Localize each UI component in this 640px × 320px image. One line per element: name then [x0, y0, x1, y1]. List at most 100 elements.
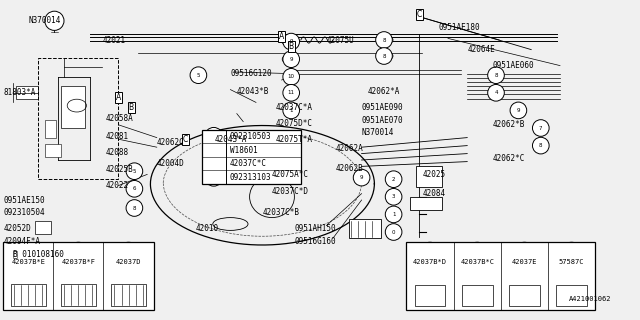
Ellipse shape [205, 155, 223, 172]
Ellipse shape [205, 127, 223, 145]
Text: 1: 1 [26, 248, 30, 253]
Ellipse shape [20, 242, 36, 259]
Ellipse shape [283, 33, 300, 50]
Ellipse shape [126, 180, 143, 197]
Text: C: C [183, 135, 188, 144]
FancyBboxPatch shape [45, 120, 56, 138]
FancyBboxPatch shape [3, 242, 154, 310]
Ellipse shape [190, 67, 207, 84]
FancyBboxPatch shape [349, 219, 381, 238]
Text: 42037C*B: 42037C*B [262, 208, 300, 217]
Ellipse shape [532, 120, 549, 136]
Text: A: A [279, 32, 284, 41]
Ellipse shape [283, 68, 300, 85]
FancyBboxPatch shape [61, 284, 96, 306]
Text: 42025: 42025 [422, 170, 445, 179]
Text: B: B [289, 42, 294, 51]
Text: 42075T*A: 42075T*A [275, 135, 312, 144]
Text: 9: 9 [212, 148, 216, 153]
FancyBboxPatch shape [16, 86, 38, 99]
Ellipse shape [376, 32, 392, 48]
Text: 11: 11 [211, 175, 217, 180]
Text: 6: 6 [132, 186, 136, 191]
Text: 5: 5 [132, 169, 136, 174]
Text: 0: 0 [392, 229, 396, 235]
Text: 09516G120: 09516G120 [230, 69, 272, 78]
Text: 42021: 42021 [102, 36, 125, 44]
Text: 5: 5 [196, 73, 200, 78]
Ellipse shape [385, 224, 402, 240]
FancyBboxPatch shape [509, 285, 540, 306]
Ellipse shape [510, 102, 527, 119]
Text: 0951AE150: 0951AE150 [3, 196, 45, 204]
Text: 42084: 42084 [422, 189, 445, 198]
Ellipse shape [490, 70, 502, 78]
Text: 57587C: 57587C [559, 260, 584, 265]
Text: 42043*A: 42043*A [214, 135, 247, 144]
Text: 8: 8 [212, 134, 216, 139]
Text: B 010108160: B 010108160 [13, 250, 63, 259]
Text: 42037B*C: 42037B*C [460, 260, 494, 265]
FancyBboxPatch shape [35, 221, 51, 234]
Text: 42022: 42022 [106, 181, 129, 190]
FancyBboxPatch shape [61, 86, 85, 128]
Text: 42052D: 42052D [3, 224, 31, 233]
Text: 42037B*F: 42037B*F [61, 260, 95, 265]
Ellipse shape [381, 36, 393, 44]
Text: 7: 7 [539, 125, 543, 131]
Text: 42062*C: 42062*C [493, 154, 525, 163]
Text: C: C [417, 10, 422, 19]
Text: 9: 9 [289, 57, 293, 62]
Text: 1: 1 [289, 108, 293, 113]
FancyBboxPatch shape [415, 285, 445, 306]
Text: 0951AH150: 0951AH150 [294, 224, 336, 233]
Text: 42037C*A: 42037C*A [275, 103, 312, 112]
Text: 8: 8 [539, 143, 543, 148]
Text: 42075A*C: 42075A*C [272, 170, 309, 179]
Text: 2: 2 [77, 248, 80, 253]
Text: 42025B: 42025B [106, 165, 133, 174]
Ellipse shape [45, 11, 64, 30]
Text: A421001062: A421001062 [569, 296, 611, 302]
Ellipse shape [422, 242, 438, 259]
Text: A: A [116, 93, 121, 102]
Text: 6: 6 [523, 248, 526, 253]
Text: 42058A: 42058A [106, 114, 133, 123]
Text: 092310504: 092310504 [3, 208, 45, 217]
Text: 8: 8 [494, 73, 498, 78]
Ellipse shape [563, 242, 580, 259]
Ellipse shape [283, 51, 300, 68]
Text: 2: 2 [392, 177, 396, 182]
Ellipse shape [385, 188, 402, 205]
FancyBboxPatch shape [45, 144, 61, 157]
Text: 42004D: 42004D [157, 159, 184, 168]
Ellipse shape [205, 141, 223, 159]
Text: 8: 8 [382, 37, 386, 43]
Text: 42062*A: 42062*A [368, 87, 401, 96]
Text: 5: 5 [476, 248, 479, 253]
Ellipse shape [488, 67, 504, 84]
Text: 42043*B: 42043*B [237, 87, 269, 96]
Text: 4: 4 [494, 90, 498, 95]
Text: 42037E: 42037E [511, 260, 537, 265]
Text: 81803*A: 81803*A [3, 88, 36, 97]
FancyBboxPatch shape [406, 242, 595, 310]
Ellipse shape [70, 242, 87, 259]
Text: 42037B*E: 42037B*E [12, 260, 45, 265]
Text: 0951AE180: 0951AE180 [438, 23, 480, 32]
Text: 09516G160: 09516G160 [294, 237, 336, 246]
Text: 42062B: 42062B [336, 164, 364, 172]
Text: 42062*B: 42062*B [493, 120, 525, 129]
Ellipse shape [385, 171, 402, 188]
FancyBboxPatch shape [416, 166, 442, 187]
Text: 9: 9 [289, 39, 293, 44]
Ellipse shape [282, 55, 294, 63]
FancyBboxPatch shape [462, 285, 493, 306]
Ellipse shape [126, 200, 143, 216]
Ellipse shape [516, 242, 532, 259]
Ellipse shape [376, 48, 392, 64]
Text: 42062A: 42062A [336, 144, 364, 153]
Text: 092310503: 092310503 [230, 132, 271, 141]
Ellipse shape [120, 242, 137, 259]
Text: 4: 4 [428, 248, 432, 253]
